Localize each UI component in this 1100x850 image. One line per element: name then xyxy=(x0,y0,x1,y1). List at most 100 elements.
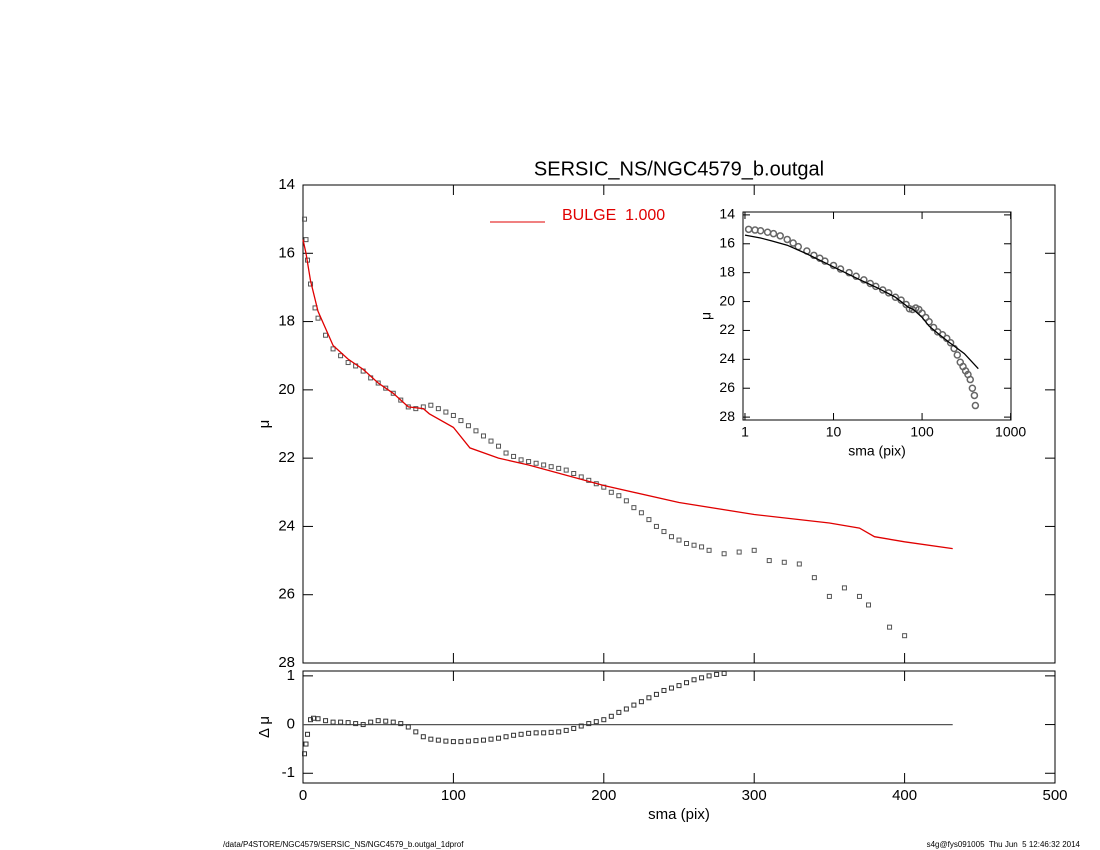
data-point xyxy=(608,713,614,719)
data-point xyxy=(360,722,366,728)
data-point xyxy=(571,471,577,477)
data-point xyxy=(796,561,802,567)
data-point xyxy=(302,751,308,757)
y-tick-label: 18 xyxy=(719,263,735,279)
data-point xyxy=(368,719,374,725)
data-point xyxy=(383,385,389,391)
plot-frame xyxy=(302,670,1056,784)
data-point xyxy=(458,739,464,745)
data-point xyxy=(390,719,396,725)
data-point xyxy=(593,719,599,725)
plot-frame xyxy=(302,184,1056,664)
data-point xyxy=(413,406,419,412)
data-point xyxy=(668,534,674,540)
data-point xyxy=(533,460,539,466)
data-point xyxy=(971,401,980,410)
data-point xyxy=(503,734,509,740)
data-point xyxy=(953,351,962,359)
x-axis-label: sma (pix) xyxy=(648,806,710,823)
data-point xyxy=(511,732,517,738)
footer-right: s4g@fys091005 Thu Jun 5 12:46:32 2014 xyxy=(927,840,1081,849)
data-point xyxy=(691,677,697,683)
y-tick-label: 20 xyxy=(278,381,295,398)
y-tick-label: 1 xyxy=(287,667,295,684)
data-point xyxy=(458,418,464,424)
y-tick-label: 28 xyxy=(278,654,295,671)
data-point xyxy=(811,575,817,581)
data-point xyxy=(676,537,682,543)
data-point xyxy=(428,736,434,742)
y-tick-label: 24 xyxy=(719,350,735,366)
data-point xyxy=(631,702,637,708)
data-point xyxy=(533,730,539,736)
data-point xyxy=(661,529,667,535)
data-point xyxy=(526,459,532,465)
data-point xyxy=(699,675,705,681)
data-point xyxy=(918,309,926,317)
data-point xyxy=(428,402,434,408)
data-point xyxy=(653,691,659,697)
x-tick-label: 1 xyxy=(741,424,749,440)
data-point xyxy=(480,433,486,439)
data-point xyxy=(638,510,644,516)
data-point xyxy=(383,718,389,724)
data-point xyxy=(480,737,486,743)
data-point xyxy=(841,585,847,591)
footer-left: /data/P4STORE/NGC4579/SERSIC_NS/NGC4579_… xyxy=(223,840,464,849)
data-point xyxy=(563,467,569,473)
data-point xyxy=(826,593,832,599)
y-axis-label: μ xyxy=(256,420,273,429)
x-tick-label: 100 xyxy=(910,424,934,440)
data-point xyxy=(653,523,659,529)
data-point xyxy=(578,723,584,729)
data-point xyxy=(473,738,479,744)
data-point xyxy=(450,412,456,418)
data-point xyxy=(887,624,893,630)
data-point xyxy=(473,428,479,434)
y-tick-label: 22 xyxy=(719,321,735,337)
data-point xyxy=(338,353,344,359)
data-point xyxy=(721,670,727,676)
data-point xyxy=(691,542,697,548)
x-tick-label: 100 xyxy=(441,787,466,804)
data-point xyxy=(766,558,772,564)
data-point xyxy=(714,671,720,677)
data-point xyxy=(526,730,532,736)
data-point xyxy=(315,315,321,321)
data-point xyxy=(879,286,887,294)
data-point xyxy=(405,724,411,730)
data-point xyxy=(548,464,554,470)
data-point xyxy=(769,229,778,238)
data-point xyxy=(623,498,629,504)
data-point xyxy=(623,706,629,712)
data-point xyxy=(518,457,524,463)
data-point xyxy=(375,718,381,724)
x-tick-label: 300 xyxy=(742,787,767,804)
data-point xyxy=(338,719,344,725)
data-point xyxy=(556,729,562,735)
x-tick-label: 500 xyxy=(1042,787,1067,804)
data-point xyxy=(330,719,336,725)
y-tick-label: -1 xyxy=(282,764,295,781)
data-point xyxy=(706,547,712,553)
data-point xyxy=(315,716,321,722)
y-tick-label: 24 xyxy=(278,517,295,534)
data-point xyxy=(443,738,449,744)
y-tick-label: 26 xyxy=(278,586,295,603)
data-point xyxy=(541,730,547,736)
data-point xyxy=(736,549,742,555)
data-point xyxy=(638,699,644,705)
data-point xyxy=(323,718,329,724)
data-point xyxy=(305,731,311,737)
x-tick-label: 400 xyxy=(892,787,917,804)
y-tick-label: 16 xyxy=(278,244,295,261)
data-point xyxy=(856,593,862,599)
data-point xyxy=(571,725,577,731)
y-axis-label: Δ μ xyxy=(256,716,273,738)
data-point xyxy=(398,721,404,727)
data-point xyxy=(781,559,787,565)
data-point xyxy=(330,346,336,352)
data-point xyxy=(699,544,705,550)
data-point xyxy=(556,465,562,471)
